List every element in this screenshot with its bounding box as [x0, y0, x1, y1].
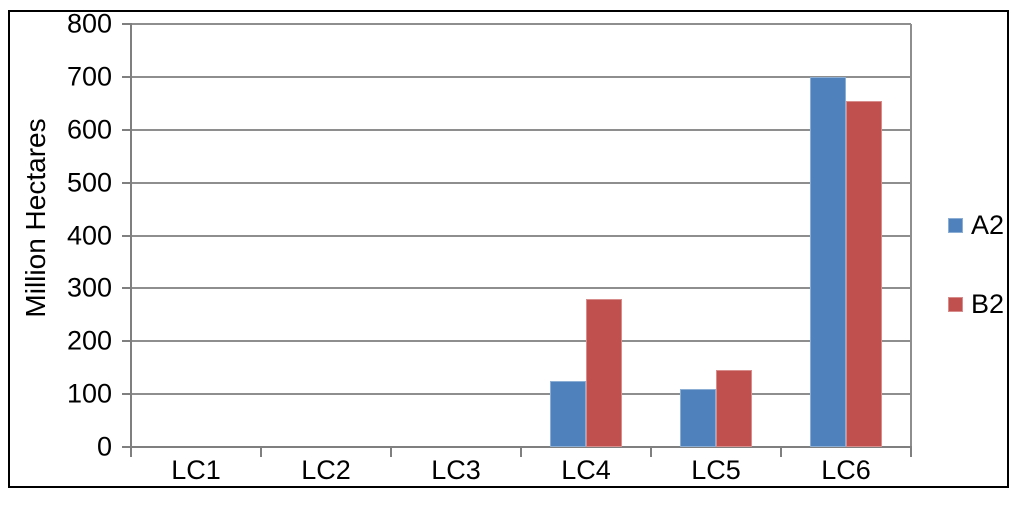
x-tick-mark-5: [780, 448, 782, 457]
y-tick-mark-300: [122, 287, 130, 290]
y-axis-line: [130, 23, 132, 448]
x-tick-mark-4: [650, 448, 652, 457]
legend-item-A2: A2: [948, 210, 1004, 241]
bar-A2-LC5: [680, 388, 716, 447]
gridline-600: [131, 128, 911, 131]
plot-right-border: [910, 24, 912, 447]
y-tick-mark-600: [122, 128, 130, 131]
y-tick-label-800: 800: [66, 8, 112, 39]
x-tick-mark-0: [130, 448, 132, 457]
x-axis-line: [130, 446, 912, 448]
gridline-300: [131, 287, 911, 290]
bar-group-LC2: [261, 24, 391, 447]
plot-area: [122, 23, 912, 457]
y-tick-label-500: 500: [66, 167, 112, 198]
y-tick-mark-700: [122, 75, 130, 78]
legend-label-A2: A2: [971, 210, 1005, 240]
y-tick-label-300: 300: [66, 272, 112, 303]
y-tick-label-200: 200: [66, 325, 112, 356]
y-tick-label-600: 600: [66, 114, 112, 145]
gridline-400: [131, 234, 911, 237]
legend-label-B2: B2: [971, 289, 1005, 319]
gridline-500: [131, 181, 911, 184]
y-tick-mark-500: [122, 181, 130, 184]
x-axis-label-LC4: LC4: [561, 455, 611, 485]
legend-swatch-B2: [948, 297, 963, 312]
bar-B2-LC5: [716, 370, 752, 447]
gridline-700: [131, 75, 911, 78]
x-axis-label-LC5: LC5: [691, 455, 741, 485]
x-axis-label-LC6: LC6: [821, 455, 871, 485]
x-tick-mark-3: [520, 448, 522, 457]
bar-B2-LC6: [846, 100, 882, 447]
x-tick-mark-2: [390, 448, 392, 457]
gridline-100: [131, 393, 911, 396]
gridline-800: [131, 23, 911, 25]
y-tick-mark-800: [122, 23, 130, 25]
bar-A2-LC6: [810, 76, 846, 447]
y-tick-label-0: 0: [96, 431, 112, 462]
bar-group-LC6: [781, 24, 911, 447]
x-axis-label-LC3: LC3: [431, 455, 481, 485]
bar-group-LC3: [391, 24, 521, 447]
x-tick-mark-1: [260, 448, 262, 457]
y-tick-mark-0: [122, 446, 130, 448]
bar-group-LC1: [131, 24, 261, 447]
bar-group-LC5: [651, 24, 781, 447]
x-axis-label-LC1: LC1: [171, 455, 221, 485]
legend-swatch-A2: [948, 218, 963, 233]
y-tick-mark-100: [122, 393, 130, 396]
bar-group-LC4: [521, 24, 651, 447]
legend-item-B2: B2: [948, 289, 1004, 320]
gridline-200: [131, 340, 911, 343]
bar-B2-LC4: [586, 298, 622, 447]
y-tick-label-100: 100: [66, 378, 112, 409]
y-tick-mark-400: [122, 234, 130, 237]
y-tick-mark-200: [122, 340, 130, 343]
bar-A2-LC4: [550, 380, 586, 447]
y-tick-label-400: 400: [66, 220, 112, 250]
x-tick-mark-6: [910, 448, 912, 457]
y-tick-label-700: 700: [66, 61, 112, 92]
legend: A2 B2: [948, 210, 1004, 320]
x-axis-label-LC2: LC2: [301, 455, 351, 485]
